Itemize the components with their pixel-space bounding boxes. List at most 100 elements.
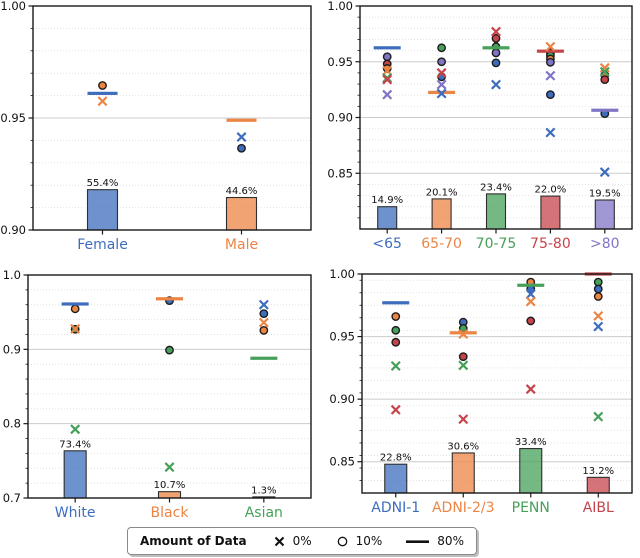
marker-line-green: [517, 283, 545, 287]
marker-circle-orange: [593, 292, 603, 301]
bar-AIBL: [586, 476, 610, 494]
y-tick-label: 1.0: [3, 268, 21, 282]
marker-x-purple: [436, 79, 447, 90]
y-tick-label: 0.95: [327, 55, 353, 69]
marker-x-blue: [236, 132, 247, 143]
x-marker-icon: [274, 536, 284, 546]
bar-Male: [225, 196, 258, 231]
legend-title: Amount of Data: [140, 534, 247, 548]
marker-circle-blue: [593, 284, 603, 294]
marker-x-blue: [491, 79, 501, 90]
marker-line-orange: [156, 297, 183, 301]
marker-line-purple: [591, 108, 619, 112]
y-tick-label: 0.95: [0, 111, 26, 125]
marker-x-green: [593, 411, 604, 422]
chart-canvas-site: 0.85 0.90 0.95 1.00 22.8% 30.6% 33.4% 13.2% ADNI…: [329, 267, 633, 516]
chart-age-performance: 0.85 0.90 0.95 1.00 14.9% 20.1% 23.4% 22.0% 19.5…: [320, 0, 640, 260]
legend-item-10pct: 10%: [336, 534, 383, 548]
bar-pct-label: 73.4%: [59, 439, 91, 450]
bar-pct-label: 1.3%: [251, 485, 276, 496]
marker-circle-red: [526, 316, 536, 326]
bar-ADNI-2/3: [451, 452, 475, 494]
marker-x-green: [390, 361, 401, 371]
axes-frame: [32, 5, 312, 231]
bar-pct-label: 22.8%: [380, 453, 412, 464]
marker-x-red: [436, 67, 447, 78]
marker-line-blue: [87, 91, 118, 95]
marker-x-orange: [525, 296, 536, 307]
bar-PENN: [519, 448, 543, 494]
marker-circle-orange: [259, 325, 269, 335]
y-tick-label: 0.90: [329, 392, 355, 406]
legend-item-label: 80%: [437, 534, 464, 548]
bar-White: [63, 450, 87, 499]
marker-circle-red: [491, 33, 501, 43]
circle-marker-icon: [337, 536, 347, 546]
x-tick-label-Black: Black: [151, 505, 190, 521]
chart-canvas-race: 0.7 0.8 0.9 1.0 73.4% 10.7% 1.3% White Black Asia…: [3, 268, 312, 521]
legend-item-80pct: 80%: [406, 534, 464, 548]
marker-x-red: [458, 414, 469, 425]
marker-circle-green: [437, 43, 447, 53]
marker-circle-green: [165, 345, 174, 355]
x-tick-label-70-75: 70-75: [476, 236, 517, 252]
marker-x-green: [458, 360, 469, 371]
bar-pct-label: 13.2%: [582, 466, 614, 477]
marker-x-purple: [545, 70, 556, 81]
bar-pct-label: 14.9%: [371, 195, 403, 206]
marker-circle-orange: [70, 304, 80, 314]
marker-x-green: [164, 462, 175, 473]
marker-line-blue: [61, 302, 89, 306]
marker-x-red: [491, 26, 501, 37]
x-tick-label-75-80: 75-80: [530, 236, 571, 252]
marker-circle-blue: [259, 309, 269, 319]
bar-<65: [377, 206, 398, 230]
x-tick-label-ADNI-2/3: ADNI-2/3: [432, 500, 495, 516]
bar-pct-label: 55.4%: [87, 178, 119, 189]
x-tick-label-Asian: Asian: [245, 505, 283, 521]
marker-line-orange: [226, 118, 257, 122]
marker-circle-purple: [545, 57, 555, 67]
chart-race-performance: 0.7 0.8 0.9 1.0 73.4% 10.7% 1.3% White Black Asia…: [0, 260, 320, 528]
marker-x-purple: [382, 89, 393, 100]
marker-circle-red: [391, 337, 401, 347]
marker-x-blue: [436, 88, 447, 99]
legend-amount-of-data: Amount of Data 0% 10% 80%: [127, 527, 477, 555]
marker-line-red: [536, 49, 564, 53]
marker-circle-red: [600, 75, 610, 84]
y-tick-label: 1.00: [327, 0, 353, 13]
axes-frame: [361, 273, 633, 494]
marker-x-orange: [97, 96, 108, 107]
marker-circle-orange: [98, 81, 107, 90]
marker-line-blue: [382, 301, 410, 305]
line-marker-icon: [406, 539, 430, 543]
bar-pct-label: 23.4%: [480, 182, 512, 193]
marker-x-orange: [545, 41, 556, 52]
chart-canvas-age: 0.85 0.90 0.95 1.00 14.9% 20.1% 23.4% 22.0% 19.5…: [327, 0, 633, 252]
marker-x-green: [599, 66, 610, 77]
bar->80: [594, 199, 615, 230]
marker-line-green: [482, 46, 510, 50]
marker-circle-purple: [491, 48, 501, 58]
bar-pct-label: 30.6%: [447, 441, 479, 452]
bar-pct-label: 19.5%: [589, 189, 621, 200]
bar-ADNI-1: [384, 463, 408, 494]
bar-pct-label: 44.6%: [226, 186, 258, 197]
bar-pct-label: 10.7%: [154, 480, 186, 491]
y-tick-label: 1.00: [329, 267, 355, 281]
chart-site-performance: 0.85 0.90 0.95 1.00 22.8% 30.6% 33.4% 13.2% ADNI…: [320, 260, 640, 528]
y-tick-label: 0.8: [3, 417, 21, 431]
x-tick-label-ADNI-1: ADNI-1: [371, 500, 420, 516]
legend-item-label: 0%: [292, 534, 312, 548]
bar-Female: [86, 189, 119, 231]
y-tick-label: 0.85: [327, 166, 353, 180]
legend-item-0pct: 0%: [273, 534, 312, 548]
legend-item-label: 10%: [355, 534, 383, 548]
marker-circle-purple: [437, 57, 447, 67]
marker-x-orange: [382, 65, 393, 76]
x-tick-label-Male: Male: [225, 237, 258, 253]
bar-pct-label: 22.0%: [535, 185, 567, 196]
marker-x-blue: [593, 321, 604, 332]
bar-pct-label: 20.1%: [426, 187, 458, 198]
